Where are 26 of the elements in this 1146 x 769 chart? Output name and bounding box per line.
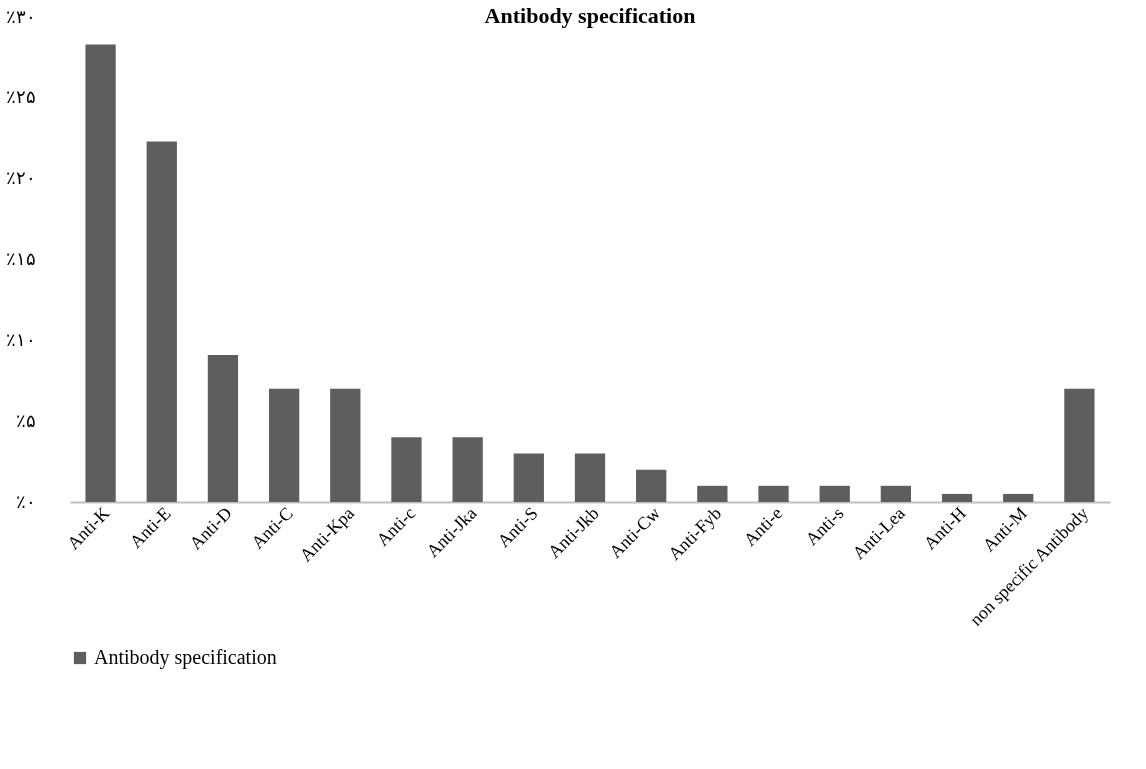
bar	[574, 453, 606, 502]
bar	[452, 437, 483, 502]
y-tick-label: ٪۱۵	[5, 249, 36, 269]
y-tick-label: ٪۵	[15, 410, 36, 431]
legend-label: Antibody specification	[94, 646, 277, 669]
y-tick-label: ٪۰	[15, 491, 36, 512]
bar	[85, 44, 116, 502]
bar	[819, 485, 850, 502]
bar	[330, 388, 361, 502]
bar	[880, 485, 912, 502]
bar	[146, 141, 177, 502]
bar	[207, 354, 239, 502]
bar	[1003, 493, 1034, 502]
bar	[941, 493, 973, 502]
y-tick-label: ٪۲۰	[5, 168, 36, 189]
bar	[636, 469, 667, 502]
bar	[513, 453, 544, 502]
y-tick-label: ٪۳۰	[5, 6, 36, 27]
bar	[758, 485, 789, 502]
chart-title: Antibody specification	[484, 3, 696, 28]
bar	[268, 388, 300, 502]
y-tick-label: ٪۲۵	[5, 87, 36, 108]
y-tick-label: ٪۱۰	[5, 329, 36, 350]
bar	[1064, 388, 1095, 502]
bar	[391, 437, 422, 502]
bar	[697, 485, 728, 502]
